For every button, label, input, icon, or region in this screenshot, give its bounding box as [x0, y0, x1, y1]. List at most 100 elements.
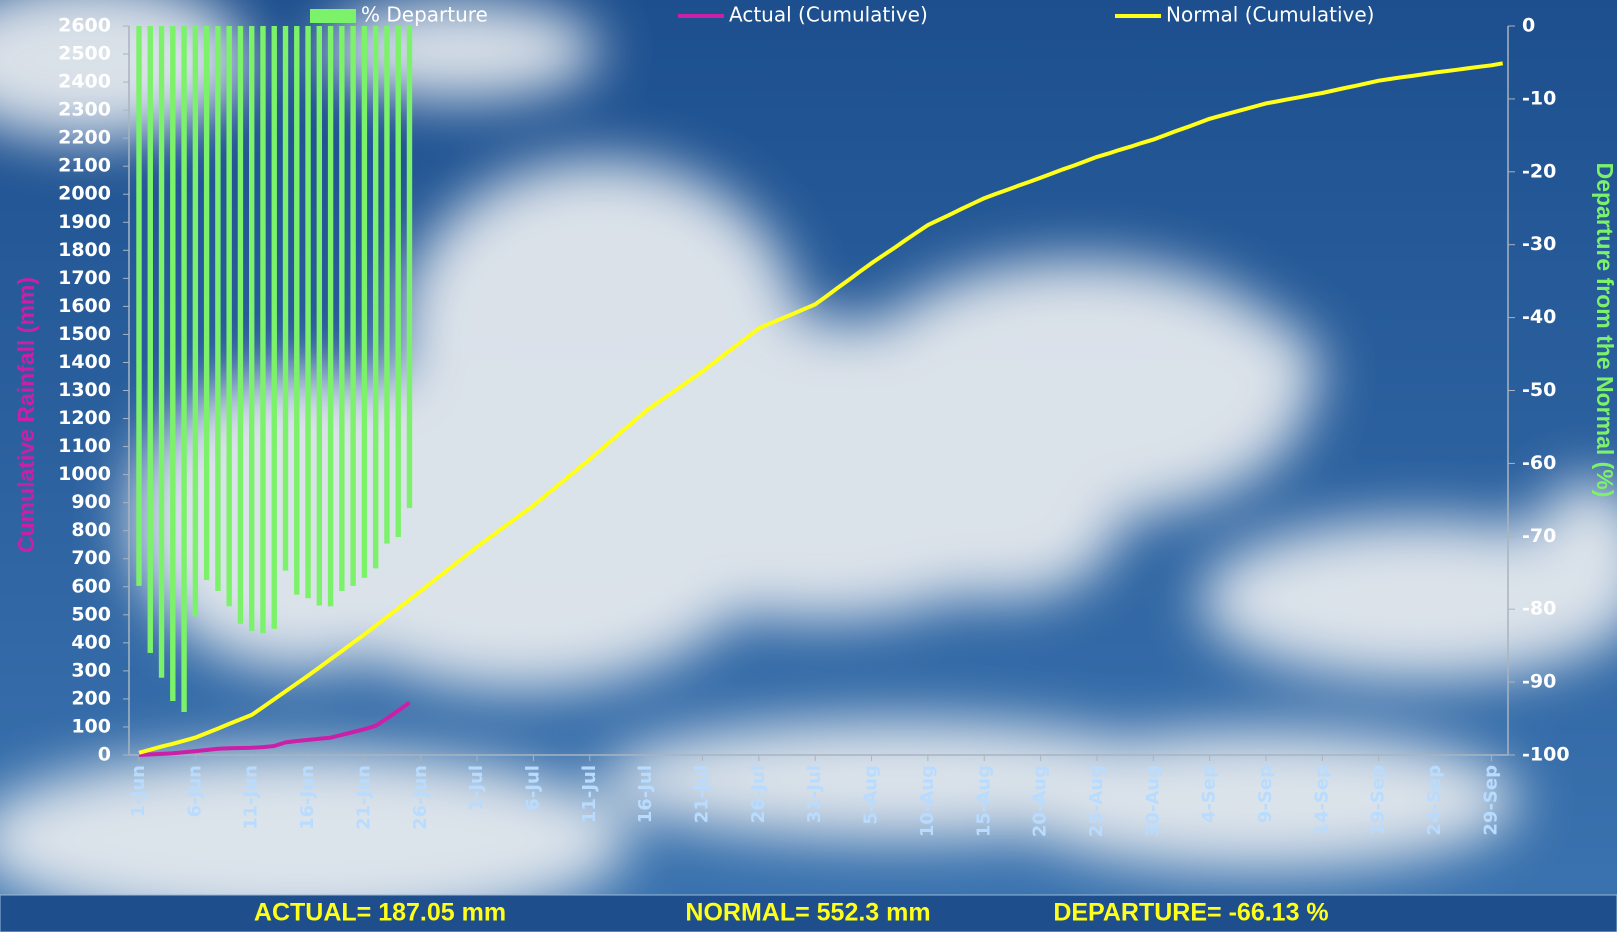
bar	[361, 26, 368, 578]
bar	[384, 26, 390, 544]
y-tick-label: 2600	[58, 15, 111, 37]
footer-actual: ACTUAL= 187.05 mm	[254, 899, 506, 927]
x-tick-label: 21-Jul	[692, 765, 713, 823]
line-series	[138, 700, 411, 757]
x-tick-label: 19-Sep	[1368, 765, 1389, 836]
bar	[350, 26, 356, 586]
x-tick-label: 10-Aug	[917, 765, 938, 837]
footer-bar	[0, 894, 1617, 932]
y-tick-label: 1800	[58, 239, 111, 261]
bar	[226, 26, 232, 607]
y2-tick-label: -70	[1522, 525, 1556, 547]
x-tick-label: 6-Jul	[522, 765, 543, 811]
y2-tick-label: -10	[1522, 87, 1556, 109]
y-tick-label: 0	[98, 744, 111, 766]
y-tick-label: 1900	[58, 211, 111, 233]
x-tick-label: 20-Aug	[1030, 765, 1051, 837]
footer-normal: NORMAL= 552.3 mm	[685, 899, 930, 927]
y-tick-label: 700	[71, 547, 111, 569]
y2-tick-label: -40	[1522, 306, 1556, 328]
y-tick-label: 2500	[58, 43, 111, 65]
y-tick-label: 2200	[58, 127, 111, 149]
x-tick-label: 5-Aug	[861, 765, 882, 825]
x-tick-label: 4-Sep	[1199, 765, 1220, 823]
y-tick-label: 1700	[58, 267, 111, 289]
y-axis-title: Cumulative Rainfall (mm)	[13, 277, 39, 553]
x-tick-label: 29-Sep	[1480, 765, 1501, 836]
bar	[181, 26, 187, 712]
y2-tick-label: -90	[1522, 671, 1556, 693]
legend-label: Normal (Cumulative)	[1166, 3, 1374, 27]
bar	[282, 26, 289, 571]
bar	[237, 26, 244, 624]
x-tick-label: 6-Jun	[184, 765, 205, 817]
x-tick-label: 31-Jul	[804, 765, 825, 823]
y-tick-label: 1400	[58, 351, 111, 373]
y-tick-label: 300	[71, 659, 111, 681]
y-tick-label: 2000	[58, 183, 111, 205]
bar	[260, 26, 266, 634]
bar	[305, 26, 311, 599]
x-tick-label: 16-Jul	[635, 765, 656, 823]
y-tick-label: 1000	[58, 463, 111, 485]
y2-tick-label: -100	[1522, 744, 1570, 766]
bar	[249, 26, 255, 632]
legend-label: % Departure	[361, 3, 488, 27]
y-tick-label: 1200	[58, 407, 111, 429]
bar	[395, 26, 401, 538]
x-tick-label: 9-Sep	[1255, 765, 1276, 823]
y-tick-label: 200	[71, 687, 111, 709]
x-tick-label: 21-Jun	[353, 765, 374, 830]
bar	[192, 26, 199, 617]
bar	[327, 26, 334, 607]
bar	[294, 26, 300, 595]
x-tick-label: 30-Aug	[1142, 765, 1163, 837]
y-tick-label: 1100	[58, 435, 111, 457]
line-series	[138, 61, 1504, 755]
x-tick-label: 16-Jun	[297, 765, 318, 830]
x-tick-label: 25-Aug	[1086, 765, 1107, 837]
bar	[136, 26, 142, 586]
bar	[271, 26, 277, 629]
footer-departure: DEPARTURE= -66.13 %	[1053, 899, 1328, 927]
bar	[339, 26, 345, 591]
y-tick-label: 2300	[58, 99, 111, 121]
x-tick-label: 26-Jul	[748, 765, 769, 823]
y-tick-label: 900	[71, 491, 111, 513]
bar	[215, 26, 221, 591]
y-tick-label: 2400	[58, 71, 111, 93]
y2-tick-label: -60	[1522, 452, 1556, 474]
x-tick-label: 26-Jun	[410, 765, 431, 830]
bar	[203, 26, 210, 581]
y-tick-label: 100	[71, 715, 111, 737]
bar	[372, 26, 379, 569]
y-tick-label: 800	[71, 519, 111, 541]
x-tick-label: 24-Sep	[1424, 765, 1445, 836]
bar	[170, 26, 176, 702]
y2-tick-label: -80	[1522, 598, 1556, 620]
x-tick-label: 11-Jun	[241, 765, 262, 830]
y-tick-label: 1300	[58, 379, 111, 401]
y2-tick-label: 0	[1522, 15, 1535, 37]
y2-tick-label: -30	[1522, 233, 1556, 255]
bar	[158, 26, 165, 678]
y-tick-label: 2100	[58, 155, 111, 177]
y-tick-label: 400	[71, 631, 111, 653]
bar	[147, 26, 153, 653]
legend-label: Actual (Cumulative)	[729, 3, 928, 27]
y-tick-label: 600	[71, 575, 111, 597]
x-tick-label: 1-Jun	[128, 765, 149, 817]
bar	[316, 26, 323, 606]
bar	[406, 26, 413, 509]
y2-axis-title: Departure from the Normal (%)	[1592, 163, 1617, 498]
y-tick-label: 1600	[58, 295, 111, 317]
y2-tick-label: -50	[1522, 379, 1556, 401]
x-tick-label: 1-Jul	[466, 765, 487, 811]
y-tick-label: 1500	[58, 323, 111, 345]
x-tick-label: 14-Sep	[1311, 765, 1332, 836]
legend-swatch	[310, 9, 356, 23]
x-tick-label: 11-Jul	[579, 765, 600, 823]
x-tick-label: 15-Aug	[973, 765, 994, 837]
